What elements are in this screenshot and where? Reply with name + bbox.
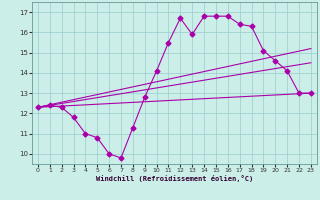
X-axis label: Windchill (Refroidissement éolien,°C): Windchill (Refroidissement éolien,°C) <box>96 175 253 182</box>
